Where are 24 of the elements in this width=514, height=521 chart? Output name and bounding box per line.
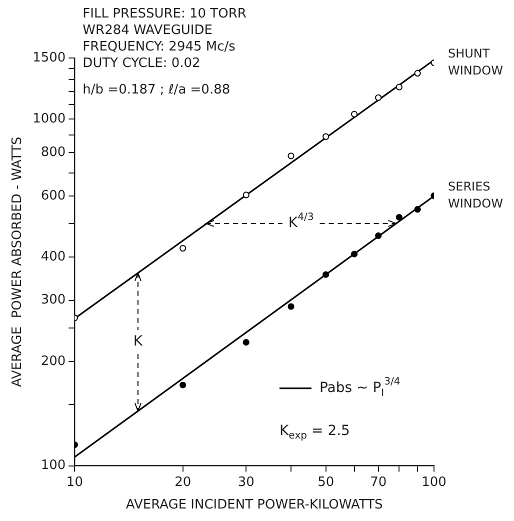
y-tick-label: 400: [40, 249, 66, 264]
text: FREQUENCY: 2945 Mc/s: [82, 39, 236, 54]
text: WR284 WAVEGUIDE: [82, 22, 212, 38]
x-tick-label: 20: [174, 474, 192, 490]
y-axis-title: AVERAGE POWER ABSORBED - WATTS: [10, 136, 26, 388]
annotation: K: [133, 334, 144, 350]
text: FILL PRESSURE: 10 TORR: [82, 6, 246, 22]
y-tick-label: 300: [40, 292, 66, 308]
series-label: SHUNT WINDOW: [448, 46, 504, 78]
x-tick-label: 30: [238, 474, 254, 490]
y-tick-label: 600: [40, 188, 66, 204]
y-tick-label: 1000: [32, 111, 66, 126]
x-tick-label: 70: [370, 474, 387, 490]
y-tick-label: 100: [40, 458, 66, 474]
x-tick-label: 50: [318, 474, 334, 490]
series-label: SERIES WINDOW: [448, 179, 504, 210]
y-tick-label: 800: [40, 145, 66, 160]
y-tick-label: 200: [40, 354, 66, 369]
x-tick-label: 10: [66, 474, 83, 490]
annotation: h/b =0.187 ; ℓ/a =0.88: [82, 82, 230, 98]
x-axis-title: AVERAGE INCIDENT POWER-KILOWATTS: [126, 498, 383, 513]
x-tick-label: 100: [422, 474, 446, 490]
y-tick-label: 1500: [32, 50, 66, 66]
annotation: DUTY CYCLE: 0.02: [82, 56, 200, 71]
